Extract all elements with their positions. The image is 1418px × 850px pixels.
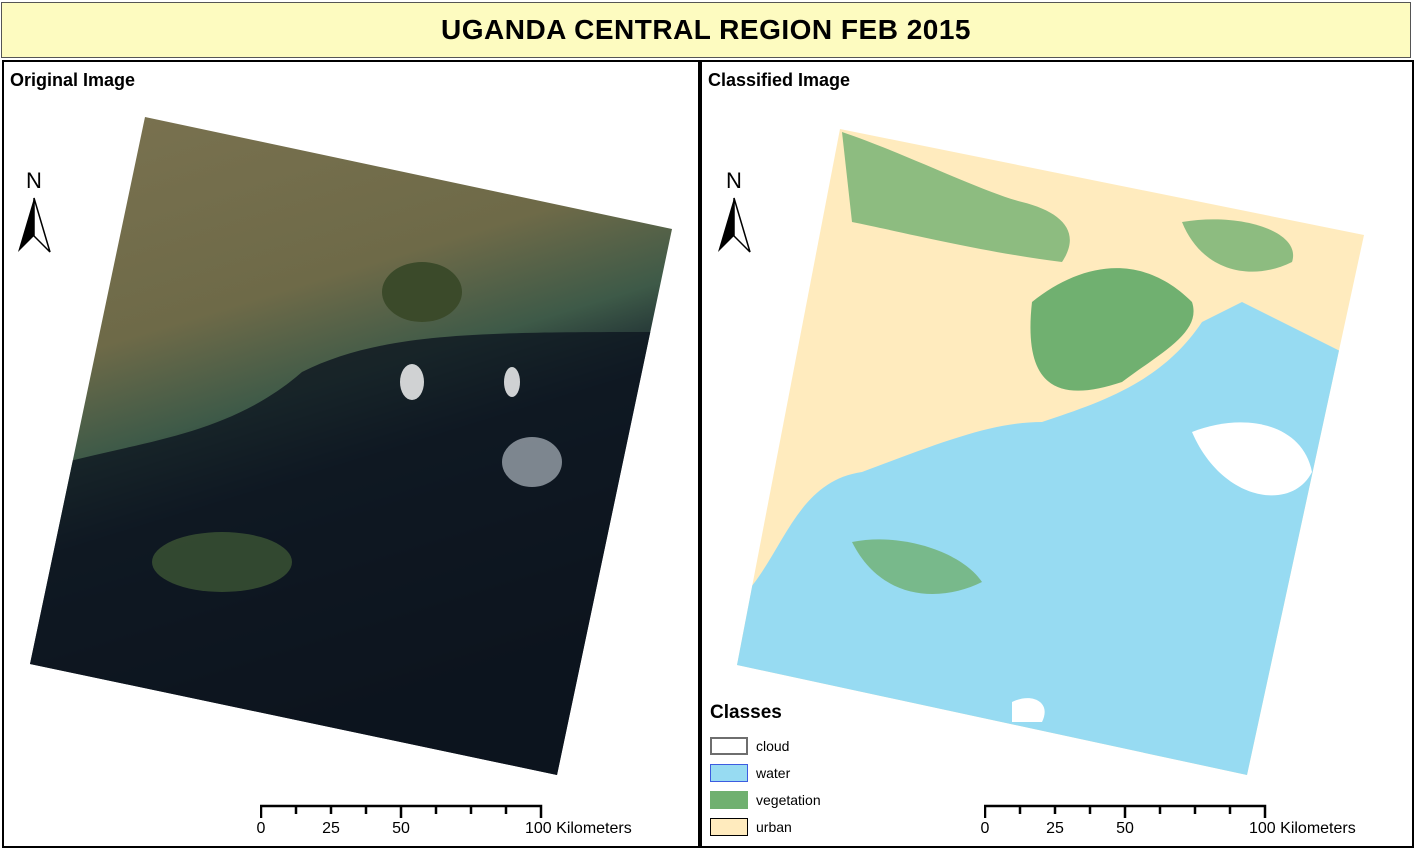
- legend-label: vegetation: [756, 791, 821, 808]
- scale-label: 50: [1116, 820, 1134, 837]
- scale-label: 25: [1046, 820, 1064, 837]
- scale-label: 50: [392, 820, 410, 837]
- legend-swatch: [710, 736, 748, 755]
- legend-label: urban: [756, 818, 792, 835]
- panel-title: Classified Image: [708, 70, 851, 90]
- legend: Classes cloud water vegetation urban: [710, 702, 821, 840]
- classified-map: [737, 129, 1364, 775]
- scale-bar: 0 25 50 100 Kilometers: [981, 804, 1356, 837]
- scale-bar: 0 25 50 100 Kilometers: [257, 804, 632, 837]
- north-arrow: N: [16, 168, 52, 259]
- legend-item-urban: urban: [710, 813, 821, 840]
- north-arrow-icon: [718, 197, 751, 253]
- north-arrow: N: [716, 168, 752, 259]
- legend-item-water: water: [710, 759, 821, 786]
- panel-title: Original Image: [10, 70, 136, 90]
- scale-label: 100 Kilometers: [1249, 820, 1356, 837]
- scale-label: 100 Kilometers: [525, 820, 632, 837]
- legend-title: Classes: [710, 702, 782, 723]
- scale-label: 25: [322, 820, 340, 837]
- north-arrow-icon: [18, 197, 51, 253]
- legend-item-vegetation: vegetation: [710, 786, 821, 813]
- legend-label: water: [756, 764, 791, 781]
- north-label: N: [726, 168, 742, 193]
- legend-label: cloud: [756, 737, 790, 754]
- scale-bar-graphic: [983, 804, 1267, 818]
- original-image-panel: Original Image N 0 25 50: [2, 60, 700, 848]
- legend-swatch: [710, 817, 748, 836]
- legend-swatch: [710, 763, 748, 782]
- scale-bar-graphic: [259, 804, 543, 818]
- classified-image-panel: Classified Image N Classes cloud water v…: [700, 60, 1414, 848]
- map-title: UGANDA CENTRAL REGION FEB 2015: [1, 2, 1411, 58]
- satellite-image: [30, 117, 672, 775]
- north-label: N: [26, 168, 42, 193]
- scale-label: 0: [256, 820, 266, 837]
- legend-swatch: [710, 790, 748, 809]
- legend-item-cloud: cloud: [710, 732, 821, 759]
- scale-label: 0: [980, 820, 990, 837]
